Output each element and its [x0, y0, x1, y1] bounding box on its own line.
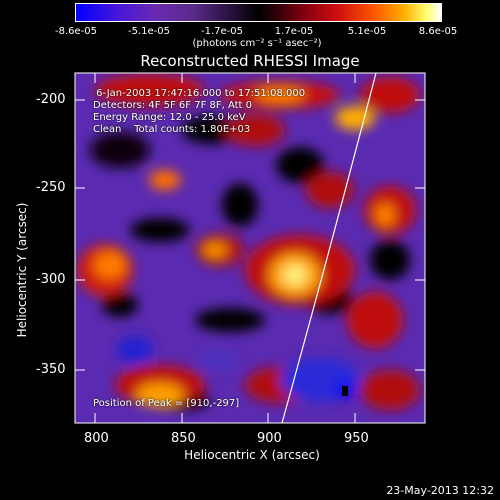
x-axis-label: Heliocentric X (arcsec): [184, 448, 320, 462]
colorbar-tick-label: -8.6e-05: [55, 26, 97, 37]
colorbar-unit: (photons cm⁻² s⁻¹ asec⁻²): [192, 38, 322, 49]
peak-position-label: Position of Peak = [910,-297]: [93, 398, 240, 409]
solar-limb-line: [281, 73, 377, 423]
x-tick-label: 850: [171, 431, 196, 446]
y-axis-label: Heliocentric Y (arcsec): [15, 202, 29, 338]
info-line: Energy Range: 12.0 - 25.0 keV: [93, 112, 246, 123]
colorbar-tick-label: -1.7e-05: [201, 26, 243, 37]
y-tick-label: -350: [36, 362, 66, 377]
colorbar: [75, 3, 442, 22]
info-line: Detectors: 4F 5F 6F 7F 8F, Att 0: [93, 100, 253, 111]
y-tick-label: -250: [36, 180, 66, 195]
colorbar-tick-label: 1.7e-05: [274, 26, 314, 37]
info-line: Clean Total counts: 1.80E+03: [93, 124, 251, 135]
y-tick-label: -300: [36, 272, 66, 287]
x-tick-label: 800: [84, 431, 109, 446]
colorbar-tick-label: 8.6e-05: [418, 26, 458, 37]
colorbar-tick-label: -5.1e-05: [128, 26, 170, 37]
plot-frame: [74, 72, 426, 424]
info-line: 6-Jan-2003 17:47:16.000 to 17:51:08.000: [93, 88, 306, 99]
rhessi-image: [75, 73, 425, 423]
colorbar-tick-label: 5.1e-05: [347, 26, 387, 37]
x-tick-label: 900: [257, 431, 282, 446]
peak-marker: [342, 386, 348, 396]
render-timestamp: 23-May-2013 12:32: [386, 484, 494, 497]
axis-ticks: [75, 73, 425, 423]
plot-title: Reconstructed RHESSI Image: [140, 52, 360, 70]
x-tick-label: 950: [344, 431, 369, 446]
observation-info: 6-Jan-2003 17:47:16.000 to 17:51:08.000 D…: [93, 88, 305, 136]
y-tick-label: -200: [36, 92, 66, 107]
